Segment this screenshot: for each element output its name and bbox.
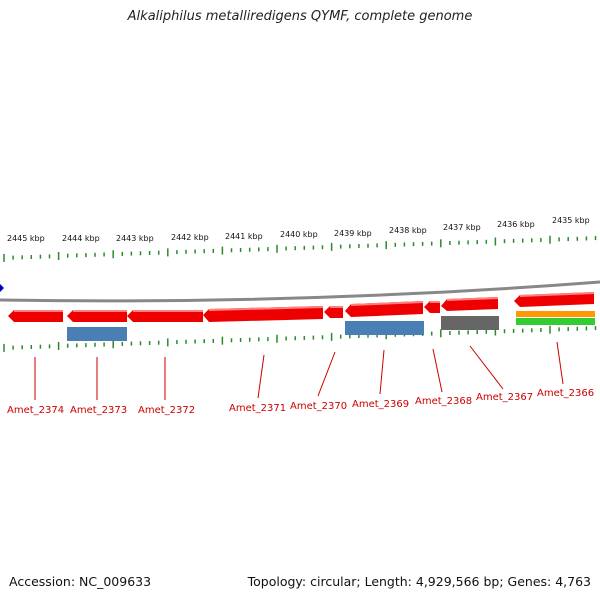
genome-stats-text: Topology: circular; Length: 4,929,566 bp… xyxy=(247,574,591,589)
kbp-label-2444: 2444 kbp xyxy=(62,234,100,243)
map-title: Alkaliphilus metalliredigens QYMF, compl… xyxy=(127,9,473,24)
gene-label-amet-2373[interactable]: Amet_2373 xyxy=(70,405,127,416)
gene-labels: Amet_2374 Amet_2373 Amet_2372 Amet_2371 … xyxy=(7,388,594,416)
kbp-label-2440: 2440 kbp xyxy=(280,230,318,239)
feature-block-blue-2[interactable] xyxy=(345,321,424,335)
gene-label-amet-2367[interactable]: Amet_2367 xyxy=(476,392,533,403)
kbp-label-2435: 2435 kbp xyxy=(552,216,590,225)
gene-label-amet-2374[interactable]: Amet_2374 xyxy=(7,405,64,416)
gene-label-leaders xyxy=(34,341,564,400)
upper-tick-ruler xyxy=(3,235,597,262)
gene-arrow-amet-2372[interactable] xyxy=(127,310,203,322)
genome-backbone xyxy=(0,280,600,303)
gene-arrow-amet-2374[interactable] xyxy=(8,310,63,322)
cds-track xyxy=(8,292,595,322)
gene-label-amet-2368[interactable]: Amet_2368 xyxy=(415,396,472,407)
kbp-label-2442: 2442 kbp xyxy=(171,233,209,242)
accession-text: Accession: NC_009633 xyxy=(9,574,152,589)
feature-track xyxy=(67,311,595,341)
gene-label-amet-2372[interactable]: Amet_2372 xyxy=(138,405,195,416)
kbp-scale-labels: 2445 kbp 2444 kbp 2443 kbp 2442 kbp 2441… xyxy=(7,216,590,243)
lower-tick-ruler xyxy=(3,325,597,352)
feature-block-blue-1[interactable] xyxy=(67,327,127,341)
cds-highlight xyxy=(14,292,595,312)
gene-label-amet-2369[interactable]: Amet_2369 xyxy=(352,399,409,410)
kbp-label-2439: 2439 kbp xyxy=(334,229,372,238)
kbp-label-2438: 2438 kbp xyxy=(389,226,427,235)
kbp-label-2436: 2436 kbp xyxy=(497,220,535,229)
feature-block-orange[interactable] xyxy=(516,311,595,317)
gene-label-amet-2371[interactable]: Amet_2371 xyxy=(229,403,286,414)
kbp-label-2443: 2443 kbp xyxy=(116,234,154,243)
gene-arrow-amet-2373[interactable] xyxy=(67,310,127,322)
feature-block-grey[interactable] xyxy=(441,316,499,330)
gene-label-amet-2366[interactable]: Amet_2366 xyxy=(537,388,594,399)
kbp-label-2441: 2441 kbp xyxy=(225,232,263,241)
kbp-label-2437: 2437 kbp xyxy=(443,223,481,232)
gene-label-amet-2370[interactable]: Amet_2370 xyxy=(290,401,347,412)
gene-arrow-amet-2370[interactable] xyxy=(324,306,343,318)
kbp-label-2445: 2445 kbp xyxy=(7,234,45,243)
gene-arrow-amet-2368[interactable] xyxy=(424,301,440,313)
feature-block-green[interactable] xyxy=(516,318,595,325)
origin-marker-icon xyxy=(0,284,4,292)
